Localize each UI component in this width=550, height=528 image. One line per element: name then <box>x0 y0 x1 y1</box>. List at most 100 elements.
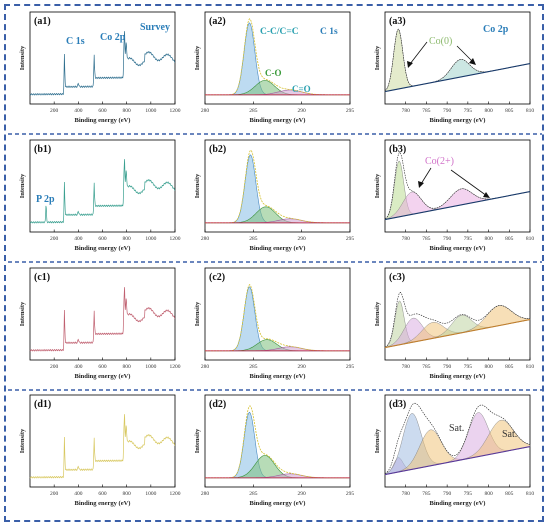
panel-a1: Intensity Binding energy (eV) 200 400 600 800… <box>19 11 181 124</box>
fit-envelope-line <box>384 402 531 474</box>
panel-label: (b2) <box>209 144 226 155</box>
x-tick-label: 795 <box>464 491 473 497</box>
annotation-sat: Sat. <box>449 423 464 434</box>
x-tick-label: 280 <box>201 236 210 242</box>
survey-series-line <box>29 287 176 352</box>
panel-label: (a3) <box>389 16 406 27</box>
x-tick-label: 800 <box>484 236 493 242</box>
x-tick-label: 805 <box>505 236 514 242</box>
x-axis-label: Binding energy (eV) <box>75 500 131 507</box>
panel-label: (a1) <box>34 16 51 27</box>
arrow-line <box>420 167 432 185</box>
x-tick-label: 1200 <box>170 108 181 114</box>
arrow-line <box>409 41 428 65</box>
x-tick-label: 285 <box>249 364 258 370</box>
panel-label: (d1) <box>34 399 51 410</box>
y-axis-label: Intensity <box>194 428 201 453</box>
x-tick-label: 290 <box>298 108 307 114</box>
x-tick-label: 790 <box>443 491 452 497</box>
plot-frame <box>204 267 351 361</box>
x-tick-label: 400 <box>74 364 83 370</box>
x-tick-label: 810 <box>526 108 535 114</box>
x-tick-label: 785 <box>422 236 431 242</box>
plot-frame <box>384 139 531 233</box>
plot-frame <box>29 394 176 488</box>
panel-label: (c2) <box>209 272 225 283</box>
y-axis-label: Intensity <box>19 173 26 198</box>
component-peak <box>205 286 350 352</box>
arrow-head <box>407 61 413 68</box>
plot-frame <box>384 11 531 105</box>
y-axis-label: Intensity <box>374 428 381 453</box>
annotation-sat: Sat. <box>502 429 517 440</box>
x-tick-label: 295 <box>346 236 355 242</box>
y-axis-label: Intensity <box>19 301 26 326</box>
x-tick-label: 790 <box>443 236 452 242</box>
x-tick-label: 780 <box>402 108 411 114</box>
x-tick-label: 600 <box>98 236 107 242</box>
y-axis-label: Intensity <box>374 301 381 326</box>
x-axis-label: Binding energy (eV) <box>430 117 486 124</box>
x-tick-label: 780 <box>402 491 411 497</box>
x-tick-label: 285 <box>249 236 258 242</box>
x-tick-label: 600 <box>98 364 107 370</box>
panel-b1: Intensity Binding energy (eV) 200 400 600 800… <box>19 139 181 252</box>
x-tick-label: 280 <box>201 108 210 114</box>
fit-envelope-line <box>205 405 349 479</box>
x-tick-label: 805 <box>505 364 514 370</box>
x-tick-label: 1200 <box>170 364 181 370</box>
y-axis-label: Intensity <box>19 45 26 70</box>
plot-frame <box>384 267 531 361</box>
x-tick-label: 805 <box>505 108 514 114</box>
x-axis-label: Binding energy (eV) <box>250 373 306 380</box>
fit-envelope-line <box>205 149 349 224</box>
x-tick-label: 285 <box>249 108 258 114</box>
x-tick-label: 295 <box>346 491 355 497</box>
arrow-line <box>450 169 488 197</box>
arrow-head <box>483 192 490 198</box>
x-axis-label: Binding energy (eV) <box>430 500 486 507</box>
x-tick-label: 810 <box>526 364 535 370</box>
plot-frame <box>204 139 351 233</box>
component-peak <box>384 28 531 92</box>
x-tick-label: 1000 <box>145 236 156 242</box>
annotation-co0: Co(0) <box>429 36 452 47</box>
x-tick-label: 780 <box>402 364 411 370</box>
panel-label: (b1) <box>34 144 51 155</box>
plot-frame <box>204 394 351 488</box>
x-tick-label: 795 <box>464 236 473 242</box>
annotation-c1s: C 1s <box>66 36 85 47</box>
x-axis-label: Binding energy (eV) <box>250 245 306 252</box>
panel-a3: Intensity Binding energy (eV) 780 785 790 795… <box>374 11 535 124</box>
y-axis-label: Intensity <box>194 173 201 198</box>
background-line <box>384 319 531 349</box>
panel-a2: Intensity Binding energy (eV) 280 285 290 295… <box>194 11 354 124</box>
x-tick-label: 290 <box>298 236 307 242</box>
x-axis-label: Binding energy (eV) <box>75 373 131 380</box>
panel-label: (c3) <box>389 272 405 283</box>
x-tick-label: 810 <box>526 491 535 497</box>
x-tick-label: 400 <box>74 491 83 497</box>
x-axis-label: Binding energy (eV) <box>75 245 131 252</box>
annotation-survey: Survey <box>140 22 170 33</box>
x-tick-label: 800 <box>484 364 493 370</box>
arrow-head <box>469 58 476 65</box>
y-axis-label: Intensity <box>374 173 381 198</box>
x-axis-label: Binding energy (eV) <box>430 245 486 252</box>
x-tick-label: 800 <box>484 491 493 497</box>
plot-frame <box>29 139 176 233</box>
x-axis-label: Binding energy (eV) <box>250 500 306 507</box>
x-axis-label: Binding energy (eV) <box>250 117 306 124</box>
panel-label: (b3) <box>389 144 406 155</box>
component-peak <box>205 455 350 479</box>
survey-series-line <box>29 414 176 479</box>
annotation-cc: C-C/C=C <box>260 27 299 37</box>
x-tick-label: 800 <box>123 491 131 497</box>
x-axis-label: Binding energy (eV) <box>75 117 131 124</box>
survey-series-line <box>29 159 176 224</box>
survey-series-line <box>29 31 176 96</box>
x-tick-label: 200 <box>50 236 59 242</box>
x-tick-label: 295 <box>346 364 355 370</box>
x-tick-label: 1000 <box>145 364 156 370</box>
